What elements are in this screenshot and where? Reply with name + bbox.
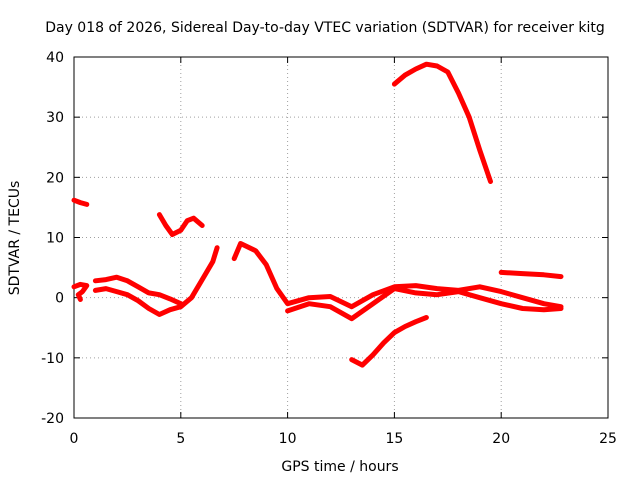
- y-tick-label: -10: [41, 351, 64, 367]
- series-segment-8: [349, 315, 429, 368]
- x-axis-label: GPS time / hours: [281, 459, 398, 475]
- series-segment-7: [285, 286, 564, 322]
- y-tick-label: 0: [55, 291, 64, 307]
- series-segment-5: [156, 212, 205, 237]
- y-tick-label: 10: [46, 231, 64, 247]
- x-tick-label: 0: [70, 431, 79, 447]
- y-tick-label: 40: [46, 50, 64, 66]
- y-tick-label: 30: [46, 110, 64, 126]
- y-axis-label: SDTVAR / TECUs: [7, 181, 23, 296]
- chart-title: Day 018 of 2026, Sidereal Day-to-day VTE…: [45, 20, 605, 36]
- x-tick-label: 20: [492, 431, 510, 447]
- series-segment-9: [391, 61, 493, 184]
- y-tick-label: 20: [46, 170, 64, 186]
- series-segment-6: [231, 241, 564, 310]
- series-segment-4: [92, 245, 220, 317]
- x-tick-label: 10: [279, 431, 297, 447]
- x-tick-label: 25: [599, 431, 617, 447]
- series-segment-1: [71, 197, 90, 207]
- series-segment-3: [92, 274, 184, 307]
- grid: [74, 57, 608, 418]
- axis-ticks: 0 5 10 15 20 25 -20 -10 0 10 20 30 40: [41, 50, 617, 447]
- x-tick-label: 15: [385, 431, 403, 447]
- x-tick-label: 5: [176, 431, 185, 447]
- data-series: [71, 61, 564, 368]
- series-segment-10: [498, 269, 564, 280]
- y-tick-label: -20: [41, 411, 64, 427]
- series-segment-2: [71, 281, 90, 302]
